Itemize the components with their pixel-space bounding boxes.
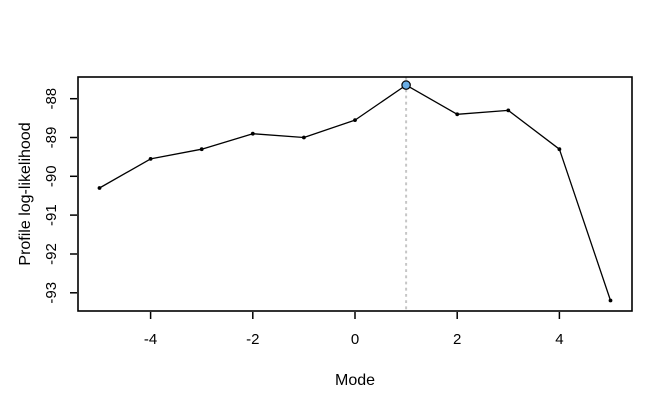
data-point (148, 157, 153, 161)
profile-line (98, 84, 612, 302)
x-tick-label: 2 (453, 331, 461, 348)
data-point (506, 108, 511, 113)
data-point (250, 131, 255, 136)
y-tick-label: -93 (43, 282, 60, 304)
y-tick-label: -90 (43, 165, 60, 187)
highlight-point (401, 80, 411, 90)
plot-border (77, 76, 633, 312)
y-axis-label: Profile log-likelihood (17, 122, 34, 265)
x-tick-label: -2 (246, 331, 259, 348)
x-tick-label: 4 (555, 331, 563, 348)
data-point (302, 135, 306, 140)
y-tick-label: -89 (43, 127, 60, 149)
x-tick-label: 0 (351, 331, 359, 348)
chart-layer: -4 -2 0 2 4 -88 -89 -90 -91 -92 -93 (43, 76, 633, 348)
y-tick-label: -88 (43, 88, 60, 110)
data-point (557, 147, 562, 152)
data-point (455, 112, 460, 117)
y-tick-label: -92 (43, 243, 60, 265)
data-point (97, 186, 102, 190)
data-point (353, 118, 357, 122)
data-point (199, 147, 204, 152)
data-point (608, 298, 613, 303)
x-axis-label: Mode (335, 372, 375, 389)
y-tick-label: -91 (43, 204, 60, 226)
x-tick-label: -4 (144, 331, 157, 348)
